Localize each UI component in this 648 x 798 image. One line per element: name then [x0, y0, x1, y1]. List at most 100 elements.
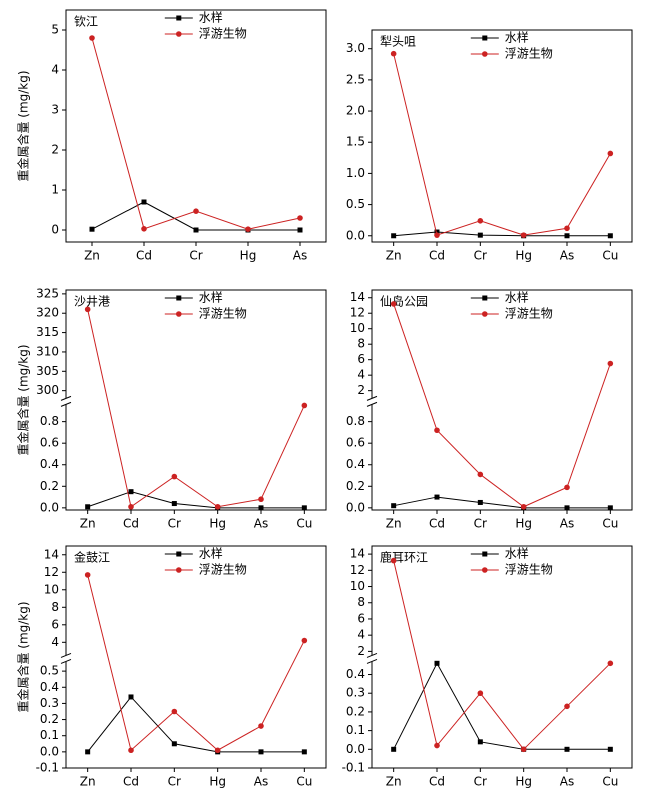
x-tick-label: Hg [515, 249, 532, 263]
axis-break [366, 401, 378, 407]
x-tick-label: Cr [474, 517, 487, 531]
legend-marker [482, 51, 488, 57]
y-tick-label: 6 [357, 611, 365, 625]
y-tick-label: 1.0 [346, 166, 365, 180]
marker [89, 226, 95, 232]
marker [245, 226, 251, 232]
y-tick-label: 2.5 [346, 72, 365, 86]
plot-frame [65, 9, 327, 243]
series-line [393, 231, 611, 237]
marker [85, 504, 91, 510]
series-line [87, 309, 305, 508]
x-tick-label: Zn [84, 249, 100, 263]
y-tick-label: 4 [51, 63, 59, 77]
legend-label: 浮游生物 [505, 563, 553, 577]
axis-break [366, 395, 378, 401]
marker [564, 505, 570, 511]
marker [477, 739, 483, 745]
marker [477, 218, 484, 224]
legend-label: 水样 [505, 290, 529, 305]
marker [477, 499, 483, 505]
marker [193, 208, 199, 214]
y-tick-label: 1 [51, 183, 59, 197]
chart-title: 沙井港 [74, 295, 110, 309]
marker [477, 471, 484, 478]
marker [171, 501, 177, 507]
series-line [87, 696, 305, 753]
series-line [91, 37, 301, 230]
x-tick-label: Zn [386, 517, 402, 531]
y-tick-label: 1.5 [346, 135, 365, 149]
legend-label: 浮游生物 [199, 27, 247, 41]
x-tick-label: Hg [515, 775, 532, 789]
legend-marker [482, 35, 488, 41]
y-tick-label: 2 [51, 143, 59, 157]
marker [391, 503, 397, 509]
marker [297, 227, 303, 233]
chart-title: 金鼓江 [74, 550, 110, 565]
legend-marker [176, 31, 182, 37]
x-tick-label: Cu [296, 517, 312, 531]
legend-marker [176, 567, 182, 573]
y-tick-label: 0.2 [40, 712, 59, 726]
legend-label: 水样 [199, 290, 223, 305]
y-tick-label: 4 [357, 368, 365, 382]
y-tick-label: 0.4 [346, 667, 365, 681]
x-tick-label: Cd [123, 517, 139, 531]
y-tick-label: 0.0 [346, 500, 365, 514]
y-tick-label: 300 [36, 383, 59, 397]
marker [214, 747, 221, 754]
marker [141, 226, 147, 232]
x-tick-label: Cd [123, 775, 139, 789]
chart-title: 仙岛公园 [380, 294, 428, 309]
marker [607, 150, 614, 157]
x-tick-label: As [560, 249, 574, 263]
marker [607, 360, 614, 367]
marker [171, 473, 178, 480]
marker [477, 232, 483, 238]
y-tick-label: 12 [350, 563, 365, 577]
legend-label: 浮游生物 [199, 307, 247, 321]
y-tick-label: 6 [51, 617, 59, 631]
marker [85, 749, 91, 755]
marker [193, 227, 199, 233]
x-tick-label: Zn [386, 249, 402, 263]
y-tick-label: 14 [350, 547, 365, 561]
x-tick-label: Cu [602, 775, 618, 789]
marker [258, 505, 264, 511]
y-tick-label: 0.8 [40, 414, 59, 428]
y-tick-label: 0.8 [346, 414, 365, 428]
marker [258, 723, 264, 729]
axis-break [366, 658, 378, 664]
y-tick-label: 0.1 [40, 728, 59, 742]
marker [301, 402, 308, 409]
axis-break [60, 401, 72, 407]
series-line [393, 303, 611, 508]
y-tick-label: -0.1 [342, 761, 365, 775]
marker [89, 35, 95, 41]
x-tick-label: Zn [80, 775, 96, 789]
y-tick-label: 0.0 [346, 228, 365, 242]
y-tick-label: 5 [51, 23, 59, 37]
axis-break [60, 658, 72, 664]
y-tick-label: 10 [44, 582, 59, 596]
legend-label: 水样 [505, 546, 529, 561]
y-tick-label: 0.0 [40, 744, 59, 758]
marker [128, 489, 134, 495]
marker [607, 660, 614, 667]
marker [84, 572, 91, 578]
y-tick-label: 12 [350, 306, 365, 320]
plot-frame [371, 29, 633, 243]
y-axis-label: 重金属含量 (mg/kg) [16, 344, 31, 455]
marker [390, 557, 397, 564]
marker [297, 215, 303, 221]
series-line [87, 491, 305, 509]
marker [434, 427, 440, 434]
legend-marker [482, 311, 488, 317]
marker [520, 232, 527, 238]
y-tick-label: 0.5 [346, 197, 365, 211]
series-line [91, 201, 300, 231]
legend-marker [176, 295, 182, 301]
y-tick-label: 4 [51, 635, 59, 649]
y-tick-label: 0.0 [346, 742, 365, 756]
